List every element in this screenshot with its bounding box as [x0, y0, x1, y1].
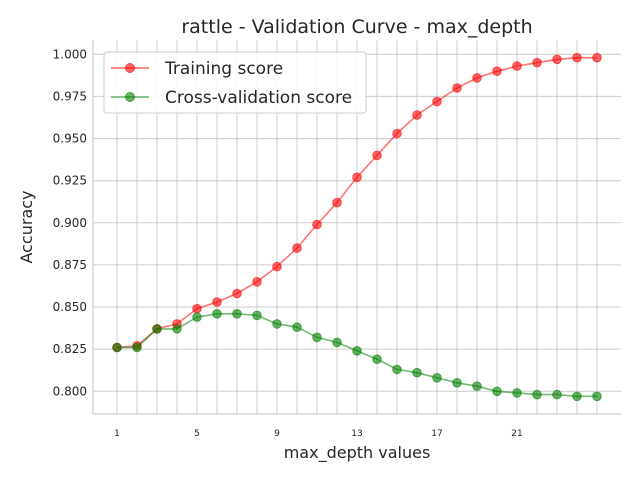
y-tick-label: 0.825 [53, 342, 87, 356]
cv-data-point [552, 389, 562, 400]
series-layer [112, 52, 602, 402]
plot-spines [92, 40, 621, 415]
cv-data-point [352, 346, 362, 356]
x-axis-label: max_depth values [284, 443, 431, 463]
y-tick-label: 0.975 [53, 89, 87, 103]
training-data-point [572, 52, 582, 63]
cv-data-point [392, 364, 402, 375]
x-tick-label: 5 [194, 429, 200, 439]
y-axis-label: Accuracy [17, 190, 36, 263]
cv-data-point [412, 367, 422, 378]
cv-data-point [292, 322, 302, 333]
cv-data-point [532, 389, 542, 400]
training-data-point [472, 73, 482, 83]
legend-cv-label: Cross-validation score [165, 88, 352, 108]
cv-data-point [372, 354, 382, 365]
legend-training-label: Training score [164, 59, 283, 79]
cv-data-point [432, 373, 442, 383]
cv-data-point [192, 312, 202, 322]
cv-data-point [592, 391, 602, 402]
cv-data-point [172, 324, 182, 334]
cv-data-point [452, 378, 462, 388]
x-tick-label: 17 [431, 429, 442, 439]
training-data-point [272, 261, 282, 272]
x-tick-label: 21 [511, 429, 522, 439]
training-data-point [392, 128, 402, 139]
training-data-point [532, 57, 542, 68]
cv-data-point [472, 381, 482, 392]
training-data-point [512, 61, 522, 71]
y-tick-label: 0.950 [53, 132, 87, 146]
y-tick-label: 0.900 [53, 216, 87, 230]
y-tick-label: 0.875 [53, 258, 87, 272]
x-tick-labels: 1 5 9 13 17 21 [114, 429, 523, 439]
cv-data-point [272, 319, 282, 329]
y-tick-labels: 0.800 0.825 0.850 0.875 0.900 0.925 0.950 0.975… [53, 47, 87, 398]
training-data-point [592, 52, 602, 63]
legend-training-marker [125, 63, 135, 73]
cv-data-point [112, 342, 122, 353]
training-data-point [332, 197, 342, 208]
training-data-point [412, 110, 422, 120]
training-data-point [452, 83, 462, 93]
cv-data-point [132, 342, 142, 353]
cv-data-point [252, 310, 262, 321]
x-tick-label: 13 [351, 429, 362, 439]
training-data-point [492, 66, 502, 76]
cv-data-point [232, 309, 242, 319]
cv-data-point [212, 309, 222, 319]
cv-data-point [572, 391, 582, 402]
y-tick-label: 0.925 [53, 174, 87, 188]
cv-data-point [312, 332, 322, 343]
training-data-point [212, 297, 222, 307]
cv-data-point [332, 337, 342, 348]
x-tick-label: 1 [114, 429, 120, 439]
training-data-point [372, 150, 382, 161]
y-tick-label: 0.850 [53, 300, 87, 314]
cv-data-point [512, 388, 522, 398]
x-tick-label: 9 [274, 429, 280, 439]
chart-title: rattle - Validation Curve - max_depth [181, 16, 532, 38]
cv-data-point [492, 386, 502, 397]
training-data-point [552, 54, 562, 65]
cv-data-point [152, 324, 162, 334]
y-tick-label: 0.800 [53, 384, 87, 398]
training-data-point [312, 219, 322, 230]
training-data-point [292, 243, 302, 253]
training-data-point [232, 288, 242, 299]
training-data-point [352, 172, 362, 183]
legend: Training score Cross-validation score [103, 51, 367, 114]
training-data-point [432, 96, 442, 107]
legend-frame [103, 51, 367, 114]
training-data-point [192, 303, 202, 314]
y-tick-label: 1.000 [53, 47, 87, 61]
training-data-point [252, 277, 262, 287]
legend-cv-marker [125, 92, 135, 102]
